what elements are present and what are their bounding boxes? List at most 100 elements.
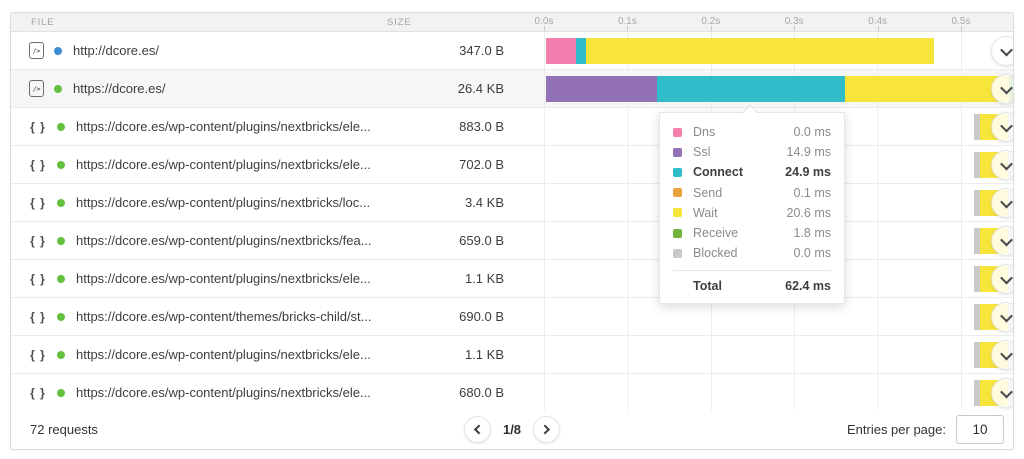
tooltip-metric-label: Dns [693, 125, 716, 140]
request-size: 659.0 B [459, 233, 504, 248]
request-size: 680.0 B [459, 385, 504, 400]
tooltip-row-connect: Connect 24.9 ms [673, 162, 831, 182]
request-url: https://dcore.es/wp-content/plugins/next… [76, 119, 371, 134]
request-size: 347.0 B [459, 43, 504, 58]
braces-script-icon: { } [30, 233, 46, 248]
chevron-down-icon [999, 157, 1013, 170]
request-size: 1.1 KB [464, 271, 504, 286]
braces-script-icon: { } [30, 157, 46, 172]
file-cell: { } https://dcore.es/wp-content/plugins/… [29, 374, 371, 411]
entries-per-page-value: 10 [972, 422, 988, 437]
expand-chevron-button[interactable] [991, 302, 1013, 332]
tooltip-metric-label: Receive [693, 226, 739, 241]
html-document-icon: /> [29, 80, 44, 97]
request-row[interactable]: { } https://dcore.es/wp-content/plugins/… [11, 184, 1013, 222]
table-header: FILE SIZE 0.0s 0.1s 0.2s 0.3s 0.4s 0.5s [11, 13, 1013, 32]
send-color-swatch [673, 188, 682, 198]
tooltip-row-dns: Dns 0.0 ms [673, 122, 831, 142]
request-url: https://dcore.es/wp-content/plugins/next… [76, 157, 371, 172]
tooltip-row-send: Send 0.1 ms [673, 183, 831, 203]
waterfall-cell [544, 298, 1013, 335]
request-url: https://dcore.es/ [73, 81, 166, 96]
request-row[interactable]: { } https://dcore.es/wp-content/plugins/… [11, 374, 1013, 412]
expand-chevron-button[interactable] [991, 112, 1013, 142]
request-size: 1.1 KB [464, 347, 504, 362]
tooltip-metric-value: 20.6 ms [786, 205, 831, 220]
chevron-down-icon [999, 195, 1013, 208]
request-count: 72 requests [30, 422, 98, 437]
tooltip-metric-label: Connect [693, 165, 743, 180]
segment-ssl [546, 76, 657, 102]
braces-script-icon: { } [30, 309, 46, 324]
waterfall-cell [544, 32, 1013, 69]
request-row[interactable]: { } https://dcore.es/wp-content/plugins/… [11, 222, 1013, 260]
request-row[interactable]: { } https://dcore.es/wp-content/plugins/… [11, 146, 1013, 184]
time-tick-label: 0.1s [617, 16, 637, 27]
tooltip-metric-label: Blocked [693, 246, 738, 261]
time-tick-label: 0.4s [868, 16, 888, 27]
request-row[interactable]: { } https://dcore.es/wp-content/plugins/… [11, 336, 1013, 374]
braces-script-icon: { } [30, 119, 46, 134]
timeline-axis: 0.0s 0.1s 0.2s 0.3s 0.4s 0.5s [535, 13, 1013, 31]
status-dot [54, 84, 62, 93]
expand-chevron-button[interactable] [991, 226, 1013, 256]
segment-connect [657, 76, 845, 102]
segment-blocked [974, 228, 980, 254]
request-size: 883.0 B [459, 119, 504, 134]
file-cell: { } https://dcore.es/wp-content/plugins/… [29, 108, 371, 145]
expand-chevron-button[interactable] [991, 150, 1013, 180]
request-row[interactable]: { } https://dcore.es/wp-content/themes/b… [11, 298, 1013, 336]
html-document-icon: /> [29, 42, 44, 59]
expand-chevron-button[interactable] [991, 264, 1013, 294]
tooltip-row-blocked: Blocked 0.0 ms [673, 243, 831, 263]
pagination: 1/8 [463, 410, 561, 449]
expand-chevron-button[interactable] [991, 340, 1013, 370]
chevron-down-icon [999, 233, 1013, 246]
request-url: https://dcore.es/wp-content/plugins/next… [76, 347, 371, 362]
chevron-down-icon [999, 385, 1013, 398]
tooltip-metric-value: 0.1 ms [793, 185, 831, 200]
expand-chevron-button[interactable] [991, 36, 1013, 66]
status-dot [54, 46, 62, 55]
chevron-down-icon [999, 347, 1013, 360]
next-page-button[interactable] [533, 416, 561, 443]
tooltip-row-receive: Receive 1.8 ms [673, 223, 831, 243]
tooltip-metric-label: Ssl [693, 145, 711, 160]
time-tick-mark [544, 26, 545, 31]
entries-per-page-select[interactable]: 10 [956, 415, 1004, 444]
tooltip-row-ssl: Ssl 14.9 ms [673, 142, 831, 162]
request-row[interactable]: { } https://dcore.es/wp-content/plugins/… [11, 260, 1013, 298]
request-url: https://dcore.es/wp-content/themes/brick… [76, 309, 372, 324]
tooltip-metric-label: Wait [693, 205, 718, 220]
blocked-color-swatch [673, 248, 682, 258]
request-size: 702.0 B [459, 157, 504, 172]
braces-script-icon: { } [30, 271, 46, 286]
segment-blocked [974, 152, 980, 178]
expand-chevron-button[interactable] [991, 188, 1013, 218]
request-row[interactable]: /> https://dcore.es/ 26.4 KB [11, 70, 1013, 108]
braces-script-icon: { } [30, 347, 46, 362]
braces-script-icon: { } [30, 195, 46, 210]
expand-chevron-button[interactable] [991, 74, 1013, 104]
waterfall-cell [544, 336, 1013, 373]
time-tick-label: 0.2s [701, 16, 721, 27]
dns-color-swatch [673, 127, 682, 137]
request-row[interactable]: /> http://dcore.es/ 347.0 B [11, 32, 1013, 70]
file-cell: { } https://dcore.es/wp-content/themes/b… [29, 298, 372, 335]
wait-color-swatch [673, 208, 682, 218]
request-row[interactable]: { } https://dcore.es/wp-content/plugins/… [11, 108, 1013, 146]
status-dot [57, 312, 65, 321]
segment-wait [845, 76, 1009, 102]
expand-chevron-button[interactable] [991, 378, 1013, 408]
page-indicator: 1/8 [502, 422, 522, 437]
request-rows: /> http://dcore.es/ 347.0 B /> https://d… [11, 32, 1013, 412]
requests-table: FILE SIZE 0.0s 0.1s 0.2s 0.3s 0.4s 0.5s /> ht… [10, 12, 1014, 450]
prev-page-button[interactable] [463, 416, 491, 443]
segment-blocked [974, 380, 980, 406]
time-tick-label: 0.0s [534, 16, 554, 27]
size-column-header: SIZE [387, 17, 412, 28]
status-dot [57, 274, 65, 283]
time-tick-label: 0.3s [784, 16, 804, 27]
receive-color-swatch [673, 228, 682, 238]
